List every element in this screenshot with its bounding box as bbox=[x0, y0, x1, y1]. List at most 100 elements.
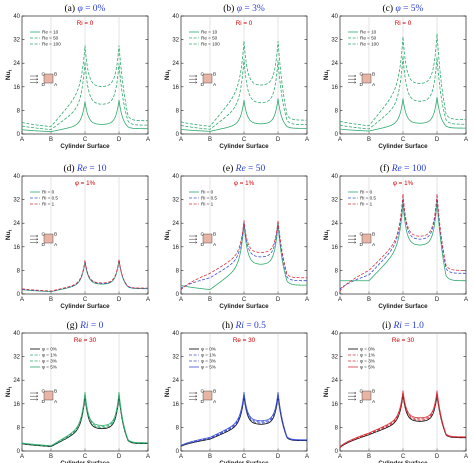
x-tick-label: D bbox=[276, 454, 281, 460]
flow-arrow-head bbox=[195, 391, 198, 395]
panel-title: (b) φ = 3% bbox=[223, 3, 265, 14]
y-axis-base: Nu bbox=[5, 388, 12, 397]
y-tick-label: 40 bbox=[13, 174, 20, 180]
corner-label-c: C bbox=[42, 389, 46, 395]
square-cylinder bbox=[43, 233, 54, 244]
corner-label-c: C bbox=[360, 232, 364, 238]
flow-arrow-head bbox=[354, 74, 357, 78]
x-tick-label: A bbox=[338, 454, 342, 460]
title-value: = 3% bbox=[242, 4, 265, 14]
corner-label-b: B bbox=[372, 72, 375, 78]
series-line-2 bbox=[339, 33, 466, 127]
x-tick-label: C bbox=[242, 297, 247, 303]
x-tick-label: D bbox=[435, 297, 440, 303]
corner-label-a: A bbox=[213, 82, 217, 88]
x-tick-label: A bbox=[146, 297, 150, 303]
y-tick-label: 0 bbox=[176, 449, 180, 455]
corner-label-c: C bbox=[42, 232, 46, 238]
y-tick-label: 8 bbox=[176, 268, 180, 274]
corner-label-a: A bbox=[213, 242, 217, 248]
y-tick-label: 24 bbox=[172, 221, 179, 227]
cylinder-schematic: C B D A bbox=[30, 232, 58, 248]
y-tick-label: 0 bbox=[176, 132, 180, 138]
panel-annotation: φ = 1% bbox=[393, 180, 414, 187]
x-tick-label: A bbox=[146, 137, 150, 143]
legend-entry: φ = 0% bbox=[201, 347, 216, 352]
legend-entry: Ri = 0.5 bbox=[201, 196, 217, 201]
title-variable: Re bbox=[76, 164, 87, 174]
corner-label-c: C bbox=[201, 389, 205, 395]
legend-entry: Re = 10 bbox=[42, 30, 59, 35]
y-tick-label: 0 bbox=[17, 292, 21, 298]
y-axis-subscript: t bbox=[326, 69, 331, 71]
series-line-3 bbox=[180, 391, 307, 446]
y-tick-label: 0 bbox=[335, 292, 339, 298]
flow-arrow-head bbox=[354, 234, 357, 238]
panel-annotation: Ri = 0 bbox=[236, 20, 253, 27]
panel-label: (d) bbox=[63, 163, 76, 174]
y-tick-label: 24 bbox=[13, 221, 20, 227]
x-tick-label: C bbox=[83, 297, 88, 303]
y-axis-label: Nut bbox=[164, 386, 172, 397]
legend-entry: Re = 100 bbox=[201, 42, 220, 47]
legend-entry: φ = 1% bbox=[360, 353, 375, 358]
square-cylinder bbox=[43, 390, 54, 401]
corner-label-b: B bbox=[213, 72, 216, 78]
legend-entry: Re = 10 bbox=[360, 30, 377, 35]
x-tick-label: A bbox=[146, 454, 150, 460]
x-axis-label: Cylinder Surface bbox=[60, 460, 110, 463]
panel-annotation: φ = 1% bbox=[75, 180, 96, 187]
series-line-2 bbox=[21, 45, 148, 128]
corner-label-d: D bbox=[201, 399, 205, 405]
x-tick-label: B bbox=[367, 454, 371, 460]
x-tick-label: D bbox=[276, 137, 281, 143]
x-tick-label: C bbox=[83, 137, 88, 143]
y-tick-label: 32 bbox=[172, 38, 179, 44]
y-tick-label: 24 bbox=[331, 221, 338, 227]
legend-entry: Re = 50 bbox=[360, 36, 377, 41]
series-line-2 bbox=[339, 193, 466, 292]
x-tick-label: A bbox=[179, 454, 183, 460]
title-value: = 10 bbox=[87, 164, 107, 174]
flow-arrow-head bbox=[36, 237, 39, 241]
legend-entry: Ri = 1 bbox=[42, 202, 55, 207]
y-axis-subscript: t bbox=[167, 69, 172, 71]
x-axis-label: Cylinder Surface bbox=[60, 303, 110, 310]
legend-entry: Ri = 1 bbox=[360, 202, 373, 207]
x-tick-label: B bbox=[49, 137, 53, 143]
y-tick-label: 16 bbox=[331, 245, 338, 251]
series-line-2 bbox=[21, 259, 148, 292]
series-line-0 bbox=[340, 201, 466, 282]
y-tick-label: 16 bbox=[13, 245, 20, 251]
series-line-1 bbox=[339, 393, 466, 448]
y-axis-base: Nu bbox=[323, 388, 330, 397]
x-tick-label: D bbox=[117, 454, 122, 460]
panel-label: (b) bbox=[223, 3, 236, 14]
corner-label-b: B bbox=[372, 389, 375, 395]
x-tick-label: B bbox=[208, 137, 212, 143]
y-axis-subscript: t bbox=[8, 229, 13, 231]
x-tick-label: A bbox=[305, 137, 309, 143]
corner-label-c: C bbox=[360, 389, 364, 395]
y-tick-label: 0 bbox=[335, 132, 339, 138]
corner-label-d: D bbox=[201, 82, 205, 88]
panel-h: (h) Ri = 0.50816243240ABCDACylinder Surf… bbox=[164, 320, 309, 463]
y-tick-label: 32 bbox=[331, 38, 338, 44]
corner-label-a: A bbox=[372, 399, 376, 405]
panel-title: (h) Ri = 0.5 bbox=[222, 320, 266, 331]
y-tick-label: 0 bbox=[17, 449, 21, 455]
y-axis-base: Nu bbox=[323, 71, 330, 80]
y-tick-label: 24 bbox=[331, 378, 338, 384]
x-tick-label: A bbox=[338, 297, 342, 303]
panel-label: (i) bbox=[382, 320, 393, 331]
flow-arrow-head bbox=[195, 394, 198, 398]
flow-arrow-head bbox=[354, 241, 357, 244]
y-tick-label: 16 bbox=[172, 245, 179, 251]
y-axis-base: Nu bbox=[5, 71, 12, 80]
legend-entry: φ = 3% bbox=[360, 359, 375, 364]
y-tick-label: 40 bbox=[13, 331, 20, 337]
title-value: = 100 bbox=[402, 164, 427, 174]
title-value: = 0.5 bbox=[244, 321, 266, 331]
x-tick-label: B bbox=[208, 454, 212, 460]
